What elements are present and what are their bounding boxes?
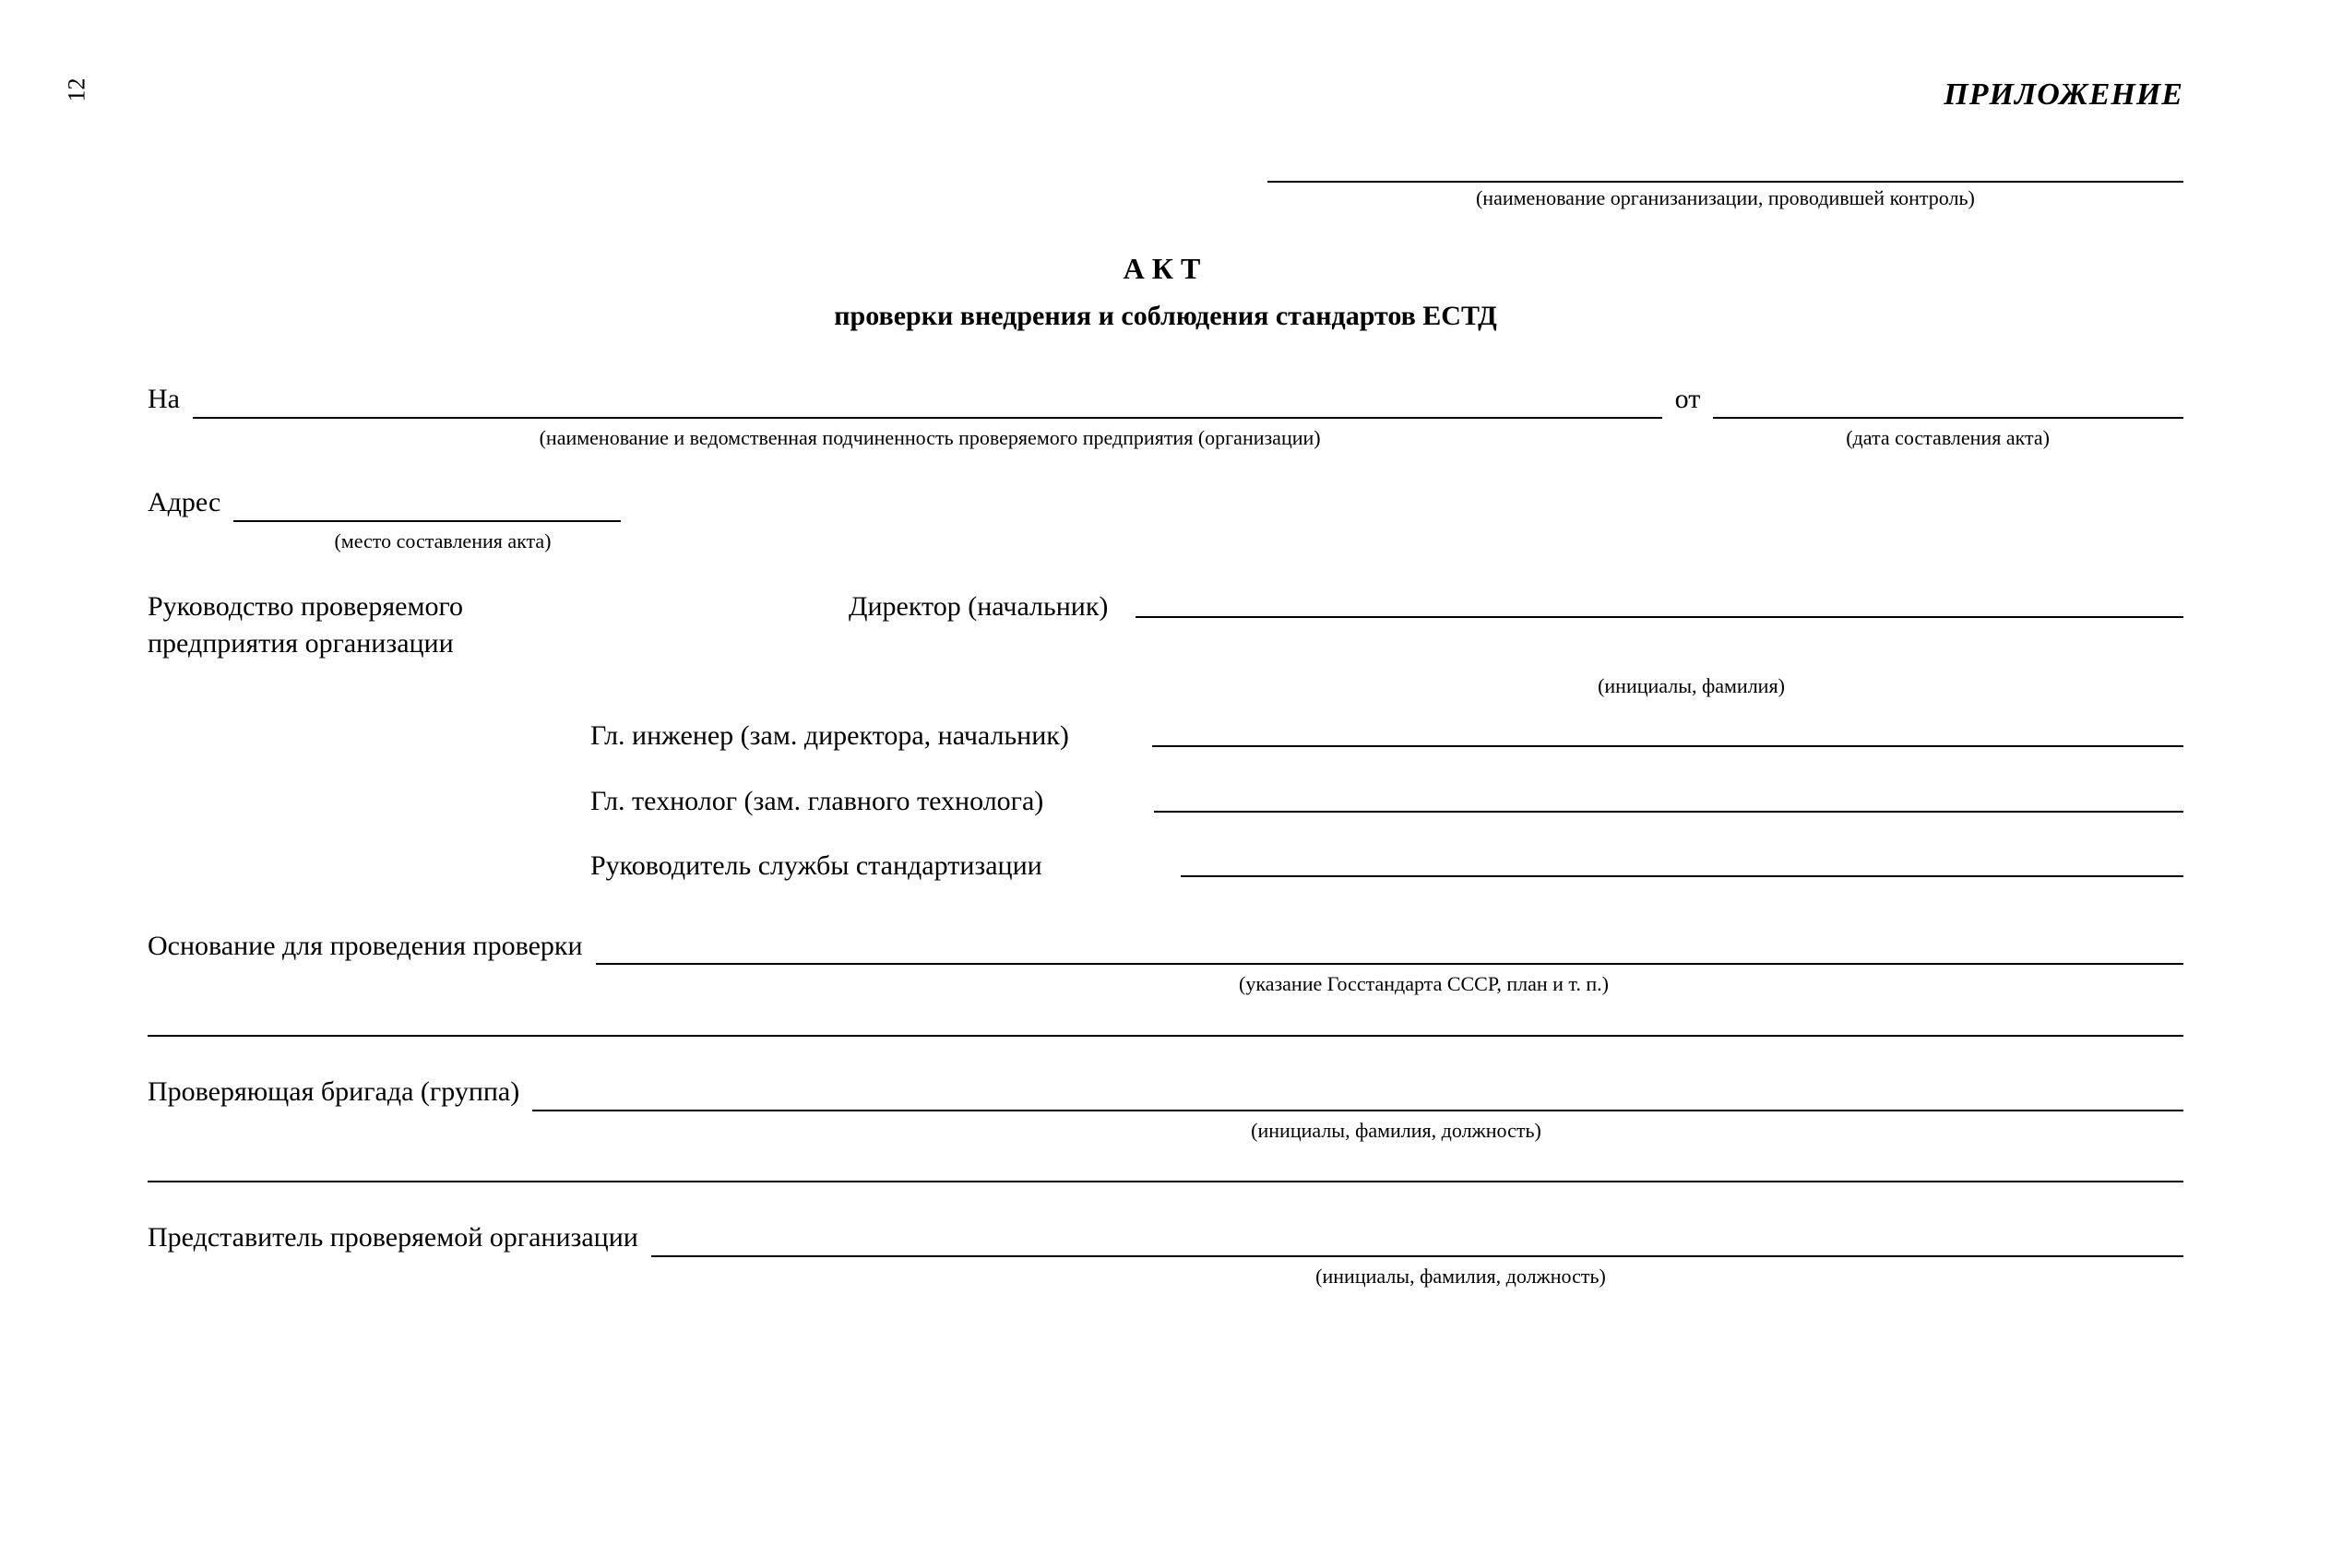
date-hint: (дата составления акта) bbox=[1712, 424, 2183, 452]
page-number: 12 bbox=[60, 78, 92, 102]
team-hint-row: (инициалы, фамилия, должность) bbox=[148, 1117, 2183, 1145]
address-field[interactable] bbox=[233, 493, 621, 522]
appendix-heading: ПРИЛОЖЕНИЕ bbox=[148, 74, 2183, 116]
team-row: Проверяющая бригада (группа) bbox=[148, 1074, 2183, 1111]
representative-field[interactable] bbox=[651, 1228, 2183, 1257]
management-heading: Руководство проверяемого предприятия орг… bbox=[148, 588, 590, 663]
management-row-engineer: Гл. инженер (зам. директора, начальник) bbox=[148, 718, 2183, 755]
on-hints: (наименование и ведомственная подчиненно… bbox=[148, 424, 2183, 452]
controlling-org-hint: (наименование организанизации, проводивш… bbox=[1267, 184, 2183, 212]
standardization-head-field[interactable] bbox=[1181, 848, 2183, 877]
director-hint-row: (инициалы, фамилия) bbox=[148, 672, 2183, 700]
address-hint: (место составления акта) bbox=[249, 528, 636, 555]
director-field[interactable] bbox=[1136, 588, 2183, 618]
basis-hint: (указание Госстандарта СССР, план и т. п… bbox=[664, 970, 2183, 998]
date-field[interactable] bbox=[1713, 389, 2183, 419]
address-hint-row: (место составления акта) bbox=[148, 528, 2183, 555]
chief-technologist-field[interactable] bbox=[1154, 783, 2183, 813]
controlling-org-field: (наименование организанизации, проводивш… bbox=[1267, 153, 2183, 212]
representative-row: Представитель проверяемой организации bbox=[148, 1219, 2183, 1257]
controlling-org-line[interactable] bbox=[1267, 153, 2183, 183]
basis-label: Основание для проведения проверки bbox=[148, 928, 583, 966]
director-hint: (инициалы, фамилия) bbox=[1199, 672, 2183, 700]
address-label: Адрес bbox=[148, 484, 220, 522]
address-row: Адрес bbox=[148, 484, 2183, 522]
title-akt: АКТ bbox=[148, 249, 2183, 289]
on-label: На bbox=[148, 381, 180, 419]
director-label: Директор (начальник) bbox=[849, 588, 1136, 663]
on-row: На от bbox=[148, 381, 2183, 419]
chief-engineer-field[interactable] bbox=[1152, 718, 2183, 747]
divider-2 bbox=[148, 1181, 2183, 1182]
team-hint: (инициалы, фамилия, должность) bbox=[609, 1117, 2183, 1145]
standardization-head-label: Руководитель службы стандартизации bbox=[590, 848, 1070, 885]
management-row-director: Руководство проверяемого предприятия орг… bbox=[148, 588, 2183, 663]
management-heading-l2: предприятия организации bbox=[148, 625, 590, 663]
chief-technologist-label: Гл. технолог (зам. главного технолога) bbox=[590, 783, 1071, 821]
on-field[interactable] bbox=[193, 389, 1662, 419]
basis-field[interactable] bbox=[596, 935, 2183, 965]
divider-1 bbox=[148, 1035, 2183, 1037]
on-hint: (наименование и ведомственная подчиненно… bbox=[194, 424, 1666, 452]
chief-engineer-label: Гл. инженер (зам. директора, начальник) bbox=[590, 718, 1097, 755]
management-row-technologist: Гл. технолог (зам. главного технолога) bbox=[148, 783, 2183, 821]
management-row-standardization: Руководитель службы стандартизации bbox=[148, 848, 2183, 885]
team-field[interactable] bbox=[532, 1082, 2183, 1111]
basis-row: Основание для проведения проверки bbox=[148, 928, 2183, 966]
team-label: Проверяющая бригада (группа) bbox=[148, 1074, 519, 1111]
representative-label: Представитель проверяемой организации bbox=[148, 1219, 638, 1257]
representative-hint-row: (инициалы, фамилия, должность) bbox=[148, 1263, 2183, 1290]
representative-hint: (инициалы, фамилия, должность) bbox=[738, 1263, 2183, 1290]
management-heading-l1: Руководство проверяемого bbox=[148, 588, 590, 626]
from-label: от bbox=[1675, 381, 1701, 419]
title-subject: проверки внедрения и соблюдения стандарт… bbox=[148, 298, 2183, 336]
form-page: 12 ПРИЛОЖЕНИЕ (наименование организаниза… bbox=[0, 0, 2331, 1568]
basis-hint-row: (указание Госстандарта СССР, план и т. п… bbox=[148, 970, 2183, 998]
